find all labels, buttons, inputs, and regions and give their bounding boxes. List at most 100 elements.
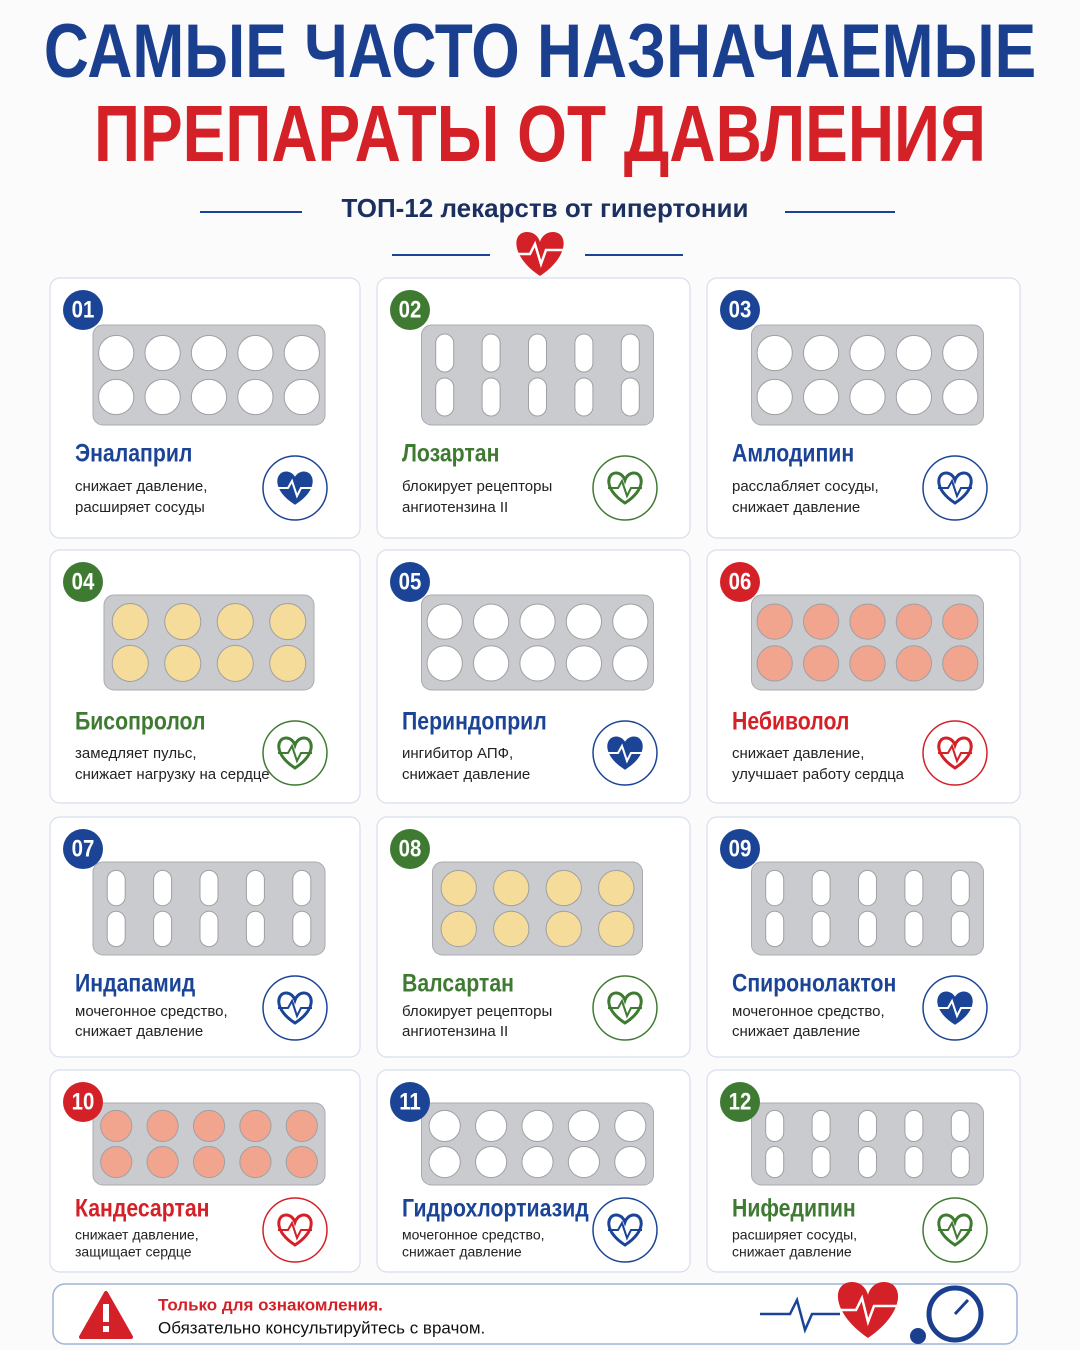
pill <box>199 910 219 948</box>
drug-description: снижает давление, <box>732 745 864 762</box>
number-badge <box>390 290 430 330</box>
drug-description: снижает давление, <box>75 478 207 495</box>
pill <box>144 334 181 372</box>
pill <box>435 377 455 417</box>
pill <box>802 603 840 640</box>
pill <box>612 603 649 640</box>
drug-name: Периндоприл <box>402 707 547 735</box>
number-badge <box>720 290 760 330</box>
drug-name: Гидрохлортиазид <box>402 1194 589 1222</box>
pill <box>428 1109 461 1143</box>
pill <box>765 910 785 948</box>
icon-pulse <box>608 998 642 1019</box>
icon-pulse <box>938 1220 972 1241</box>
drug-description: снижает давление <box>75 1023 203 1040</box>
drug-name: Амлодипин <box>732 439 854 467</box>
pill <box>245 910 265 948</box>
drug-name: Лозартан <box>402 439 499 467</box>
pill <box>111 603 149 641</box>
pill <box>192 1145 226 1179</box>
footer-heart <box>838 1294 900 1327</box>
card: 03 Амлодипин расслабляет сосуды, снижает да… <box>706 277 1021 539</box>
card-number: 05 <box>399 568 422 595</box>
card: 01 Эналаприл снижает давление, расширяет со… <box>49 277 361 539</box>
pill <box>802 334 840 372</box>
pill <box>756 645 793 682</box>
pill <box>849 334 886 372</box>
pill <box>811 869 831 907</box>
pill <box>199 869 219 907</box>
pill <box>598 869 635 907</box>
footer: Только для ознакомления. Обязательно кон… <box>52 1282 1018 1345</box>
pill <box>283 378 320 416</box>
card: 04 Бисопролол замедляет пульс, снижает нагр… <box>49 549 361 804</box>
drug-name: Кандесартан <box>75 1194 209 1222</box>
blister <box>421 324 654 426</box>
icon-pulse <box>608 478 642 499</box>
drug-name: Небиволол <box>732 707 849 735</box>
drug-name: Эналаприл <box>75 439 192 467</box>
pill <box>528 377 547 417</box>
pill <box>811 1145 831 1179</box>
pill <box>519 645 556 682</box>
pill <box>100 1145 133 1179</box>
drug-description: снижает нагрузку на сердце <box>75 766 270 783</box>
pill <box>895 334 933 372</box>
blister <box>432 861 643 956</box>
pill <box>428 1145 461 1179</box>
pill <box>811 1109 831 1143</box>
blister <box>103 594 315 691</box>
pill <box>481 377 501 417</box>
pill <box>192 1109 226 1143</box>
pill <box>426 645 463 682</box>
icon-pulse <box>608 743 642 764</box>
drug-description: защищает сердце <box>75 1244 192 1260</box>
card: 11 Гидрохлортиазид мочегонное средство,сни… <box>376 1069 691 1273</box>
icon-pulse <box>278 1220 312 1241</box>
pill <box>756 378 793 416</box>
warning-icon <box>103 1326 109 1332</box>
pill <box>904 869 924 907</box>
drug-description: мочегонное средство, <box>732 1003 885 1020</box>
card: 02 Лозартан блокирует рецепторы ангиотензин… <box>376 277 691 539</box>
pill <box>950 1145 970 1179</box>
number-badge <box>720 562 760 602</box>
icon-pulse <box>938 998 972 1019</box>
drug-description: расширяет сосуды <box>75 499 205 516</box>
pill <box>904 1145 924 1179</box>
blister <box>751 861 984 956</box>
pill <box>190 334 228 372</box>
pill <box>528 333 547 373</box>
pill <box>475 1109 508 1143</box>
drug-description: мочегонное средство, <box>402 1227 545 1243</box>
pill <box>802 645 840 682</box>
pill <box>567 1145 600 1179</box>
pill <box>153 869 173 907</box>
number-badge <box>720 1082 760 1122</box>
drug-description: замедляет пульс, <box>75 745 197 762</box>
number-badge <box>63 290 103 330</box>
pill <box>292 910 312 948</box>
pill <box>285 1145 318 1179</box>
pill <box>435 333 455 373</box>
pill <box>612 645 649 682</box>
pill <box>895 645 933 682</box>
pill <box>493 910 530 948</box>
drug-description: снижает давление <box>402 1244 522 1260</box>
pill <box>565 603 603 640</box>
subtitle: ТОП-12 лекарств от гипертонии <box>342 193 749 223</box>
pill <box>106 910 126 948</box>
pill <box>574 333 594 373</box>
icon-heart <box>607 991 643 1025</box>
pill <box>904 1109 924 1143</box>
pill <box>440 869 477 907</box>
pill <box>858 1109 877 1143</box>
card: 05 Периндоприл ингибитор АПФ, снижает давле… <box>376 549 691 804</box>
pill <box>521 1109 554 1143</box>
pill <box>942 645 979 682</box>
drug-description: снижает давление <box>732 1023 860 1040</box>
warning-icon <box>103 1304 109 1322</box>
card-number: 03 <box>729 296 752 323</box>
icon-heart <box>607 471 643 505</box>
